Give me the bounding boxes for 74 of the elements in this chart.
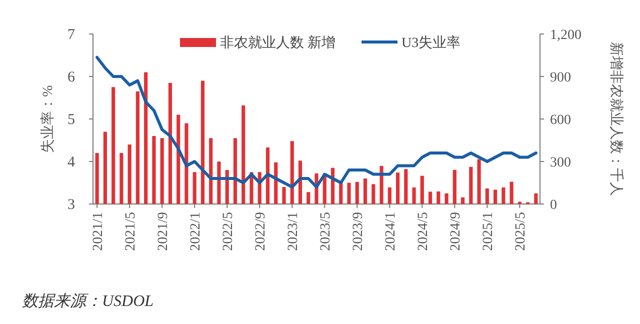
bar [242,105,246,204]
y2-tick-label: 600 [550,113,571,128]
bar [209,138,213,204]
bar [452,170,456,204]
bar [396,172,400,204]
bar [160,138,164,204]
y-axis-title: 失业率：% [40,84,56,153]
x-tick-label: 2023/9 [351,212,366,251]
bar [404,169,408,204]
bar [266,147,270,204]
bar [534,193,538,204]
bar [217,162,221,204]
bar [168,82,172,204]
source-note: 数据来源：USDOL [22,292,154,310]
x-tick-label: 2025/1 [481,212,496,251]
x-tick-label: 2021/9 [156,212,172,251]
y2-tick-label: 0 [550,198,557,213]
bar [363,178,368,204]
bar [412,187,416,204]
y2-tick-label: 300 [550,156,571,170]
bar [420,176,424,204]
x-tick-label: 2024/5 [416,212,432,251]
bar [112,87,116,204]
bar [502,187,506,204]
y-tick-label: 3 [68,197,75,213]
bar [485,188,489,204]
bar [298,160,302,204]
bar [494,190,498,204]
bar [444,193,448,204]
bar [233,138,238,204]
y-tick-label: 6 [68,70,76,86]
y-tick-label: 4 [68,154,76,170]
y-tick-label: 5 [68,112,75,128]
bar [372,184,376,204]
bar [144,72,148,204]
x-tick-label: 2022/1 [188,212,204,251]
x-tick-label: 2023/1 [286,212,302,251]
x-tick-label: 2022/9 [254,212,269,251]
bar [461,197,465,204]
bar [355,182,359,204]
y2-tick-label: 900 [550,70,571,86]
bar [477,159,481,204]
bar [120,153,124,204]
bar [128,144,132,204]
bar [388,187,392,204]
bar [136,91,140,204]
x-tick-label: 2024/9 [448,212,464,251]
legend-label: U3失业率 [402,35,461,51]
x-tick-label: 2025/5 [514,212,529,251]
bar [152,136,156,204]
x-tick-label: 2021/1 [91,212,106,251]
x-tick-label: 2021/5 [124,212,139,251]
y-tick-label: 7 [68,27,76,43]
bar [103,132,107,204]
bar [192,172,196,204]
bar [306,192,310,204]
bar [282,187,286,204]
bar [200,80,205,204]
line-series [96,56,538,188]
x-tick-label: 2024/1 [384,212,399,251]
y2-axis-title: 新增非农就业人数：千人 [608,42,624,196]
bar [436,191,440,204]
bar [290,141,294,204]
bar [510,182,514,204]
x-tick-label: 2022/5 [221,212,236,251]
y2-tick-label: 1,200 [550,28,582,43]
bar [428,192,432,204]
x-tick-label: 2023/5 [318,212,334,251]
bar [184,123,188,204]
legend-label: 非农就业人数 新增 [220,35,336,51]
bar [347,182,351,204]
bar [176,114,180,204]
bar [469,166,473,204]
bar [95,153,99,204]
